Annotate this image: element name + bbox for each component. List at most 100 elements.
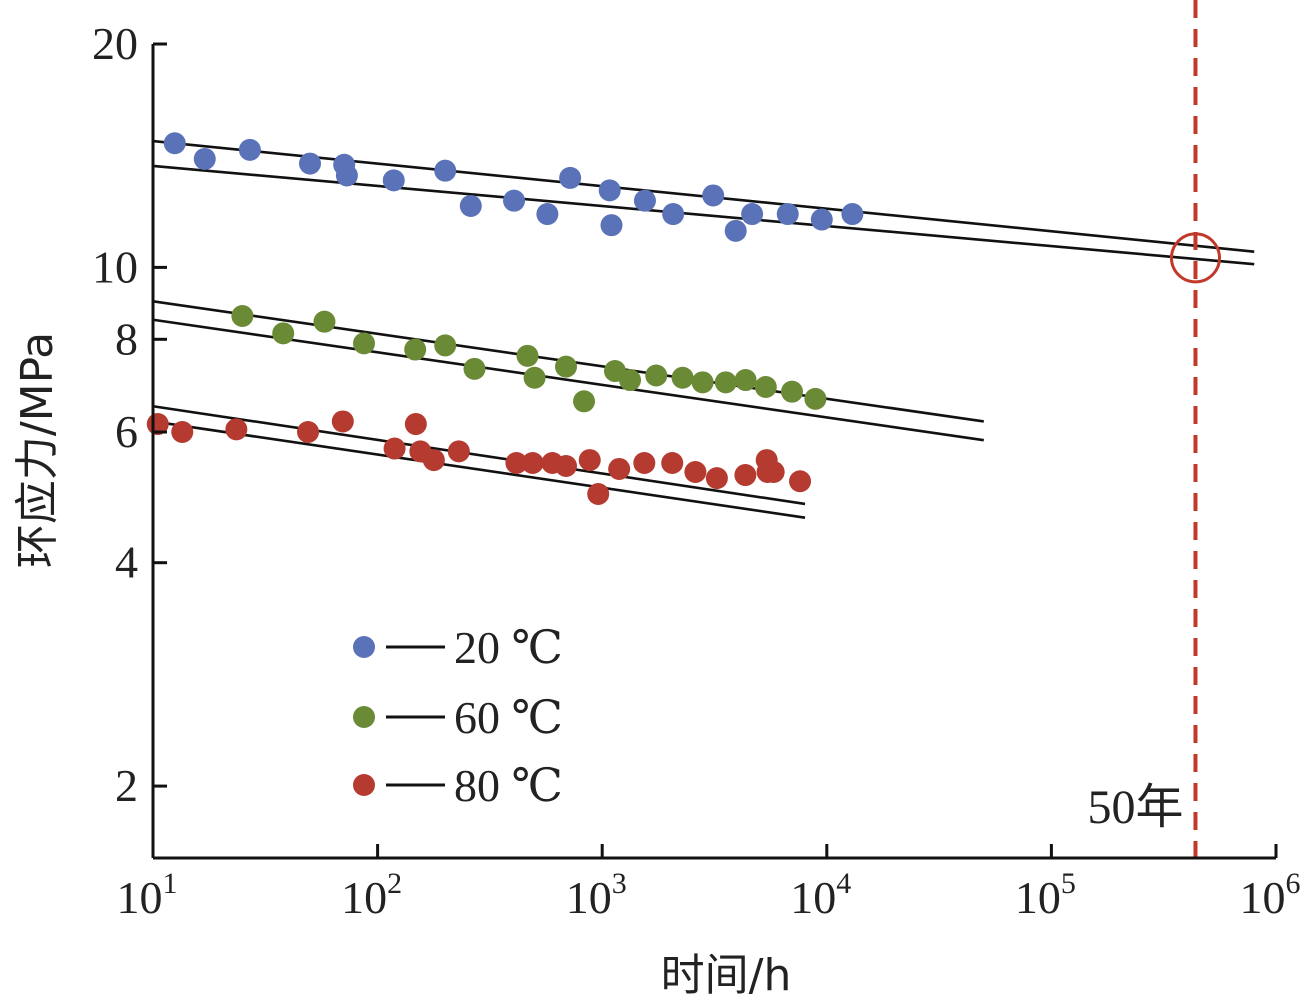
fit-line-series-0-1	[152, 164, 1255, 266]
legend-marker-series-2	[353, 774, 375, 796]
data-point-series-2	[705, 467, 728, 490]
x-tick-label: 102	[341, 867, 402, 923]
data-point-series-1	[353, 332, 376, 355]
data-point-series-1	[272, 322, 295, 345]
data-point-series-2	[633, 452, 656, 475]
intersection-circle-marker	[1169, 232, 1221, 284]
data-point-series-0	[559, 166, 582, 189]
data-point-series-1	[671, 366, 694, 389]
legend-label-series-0: 20 ℃	[454, 622, 563, 673]
data-point-series-2	[578, 449, 601, 472]
data-point-series-1	[754, 375, 777, 398]
data-point-series-2	[404, 413, 427, 436]
x-tick-base: 10	[790, 872, 836, 923]
x-tick-base: 10	[1240, 872, 1286, 923]
data-point-series-0	[600, 214, 623, 237]
data-point-series-2	[734, 464, 757, 487]
x-tick-label: 104	[790, 867, 851, 923]
data-point-series-2	[762, 461, 785, 484]
legend-marker-series-0	[353, 636, 375, 658]
legend-label-series-1: 60 ℃	[454, 692, 563, 743]
data-point-series-1	[404, 338, 427, 361]
data-point-series-0	[238, 138, 261, 161]
data-point-series-1	[619, 369, 642, 392]
data-point-series-2	[331, 410, 354, 433]
y-tick-label: 10	[92, 241, 138, 292]
x-tick-exponent: 2	[387, 867, 402, 900]
data-point-series-0	[298, 152, 321, 175]
data-point-series-2	[225, 418, 248, 441]
data-point-series-0	[702, 184, 725, 207]
data-point-series-2	[171, 421, 194, 444]
data-point-series-2	[555, 454, 578, 477]
data-point-series-0	[536, 203, 559, 226]
data-point-series-2	[587, 483, 610, 506]
x-tick-exponent: 3	[612, 867, 627, 900]
data-point-series-0	[163, 132, 186, 155]
data-point-series-0	[503, 189, 526, 212]
data-point-series-0	[724, 219, 747, 242]
annotations: 50年	[1087, 0, 1221, 858]
data-point-series-1	[555, 355, 578, 378]
data-point-series-1	[434, 334, 457, 357]
reference-vline-label: 50年	[1087, 781, 1183, 834]
x-tick-exponent: 6	[1286, 867, 1301, 900]
data-point-series-1	[714, 371, 737, 394]
legend-marker-series-1	[353, 706, 375, 728]
data-point-series-0	[810, 208, 833, 231]
data-point-series-2	[789, 470, 812, 493]
y-tick-label: 20	[92, 18, 138, 69]
data-point-series-2	[608, 457, 631, 480]
x-tick-label: 101	[117, 867, 178, 923]
data-point-series-1	[231, 304, 254, 327]
x-tick-exponent: 1	[163, 867, 178, 900]
data-point-series-1	[781, 380, 804, 403]
data-point-series-1	[645, 364, 668, 387]
data-point-series-1	[804, 387, 827, 410]
x-tick-exponent: 5	[1061, 867, 1076, 900]
data-point-series-2	[422, 449, 445, 472]
x-axis-title: 时间/h	[661, 950, 792, 1001]
data-point-series-1	[691, 371, 714, 394]
data-point-series-1	[523, 366, 546, 389]
data-point-series-2	[383, 437, 406, 460]
x-tick-base: 10	[341, 872, 387, 923]
fit-line-series-2-0	[152, 404, 806, 506]
data-point-series-0	[741, 203, 764, 226]
data-point-series-2	[297, 421, 320, 444]
x-tick-base: 10	[1015, 872, 1061, 923]
y-tick-label: 8	[115, 313, 138, 364]
data-point-series-0	[382, 169, 405, 192]
data-point-series-2	[447, 440, 470, 463]
x-tick-base: 10	[117, 872, 163, 923]
data-point-series-1	[573, 390, 596, 413]
x-tick-exponent: 4	[836, 867, 851, 900]
data-point-series-2	[684, 461, 707, 484]
data-point-series-1	[516, 344, 539, 367]
data-point-series-0	[662, 203, 685, 226]
data-points	[146, 132, 864, 506]
data-point-series-0	[598, 179, 621, 202]
data-point-series-0	[335, 164, 358, 187]
y-tick-label: 6	[115, 406, 138, 457]
data-point-series-0	[434, 159, 457, 182]
data-point-series-0	[459, 194, 482, 217]
data-point-series-2	[505, 452, 528, 475]
data-point-series-2	[661, 452, 684, 475]
data-point-series-1	[313, 310, 336, 333]
data-point-series-0	[193, 147, 216, 170]
data-point-series-0	[776, 203, 799, 226]
data-point-series-1	[463, 357, 486, 380]
data-point-series-0	[841, 203, 864, 226]
legend: 20 ℃ 60 ℃ 80 ℃	[353, 622, 563, 811]
data-point-series-0	[633, 189, 656, 212]
y-axis-title: 环应力/MPa	[12, 332, 63, 568]
x-tick-label: 106	[1240, 867, 1301, 923]
legend-label-series-2: 80 ℃	[454, 760, 563, 811]
y-tick-label: 2	[115, 760, 138, 811]
x-tick-base: 10	[566, 872, 612, 923]
x-tick-label: 105	[1015, 867, 1076, 923]
data-point-series-2	[521, 452, 544, 475]
